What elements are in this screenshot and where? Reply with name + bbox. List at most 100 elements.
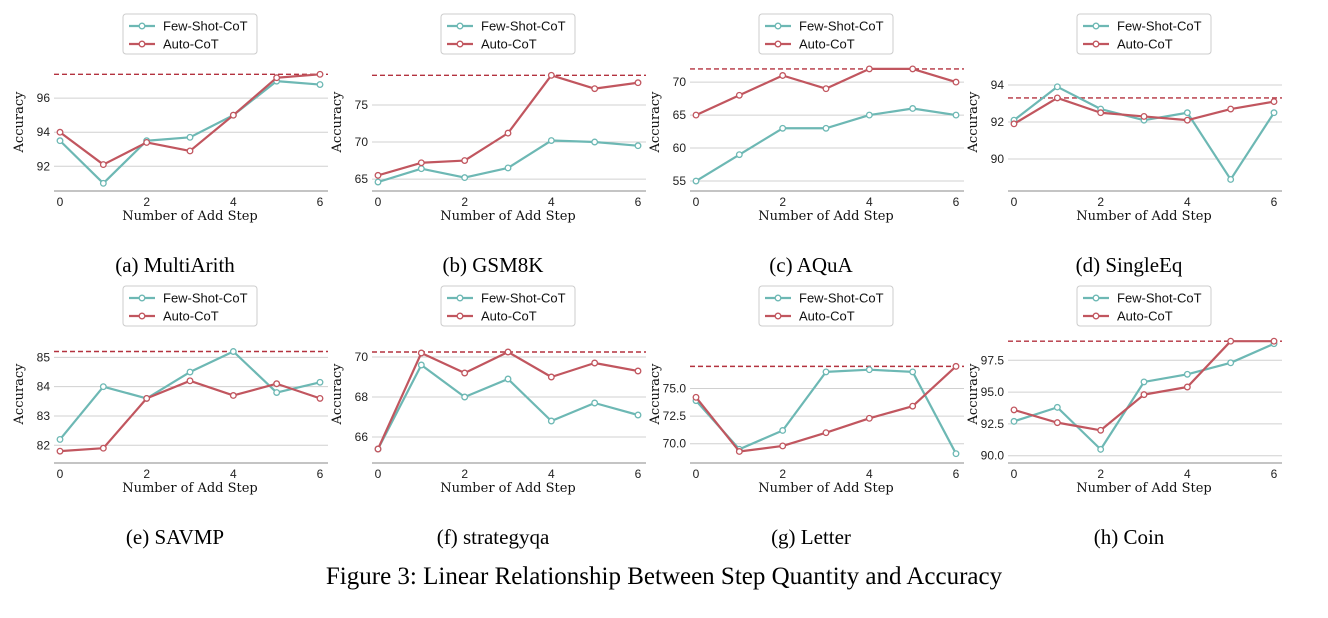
legend-label: Few-Shot-CoT — [481, 291, 566, 306]
y-tick-label: 94 — [37, 125, 51, 139]
y-tick-label: 60 — [673, 141, 687, 155]
data-point — [591, 85, 599, 93]
x-tick-label: 6 — [317, 195, 324, 209]
x-tick-label: 2 — [143, 195, 150, 209]
y-tick-label: 90.0 — [981, 449, 1005, 463]
legend-label: Few-Shot-CoT — [799, 19, 884, 34]
legend-label: Auto-CoT — [799, 37, 855, 52]
data-point — [56, 137, 64, 145]
data-point — [692, 393, 700, 401]
chart-panels: 92 94 96 0 2 4 6 Number of Add Step Accuracy Few-… — [12, 13, 1282, 549]
legend-marker — [456, 294, 464, 302]
data-point — [56, 435, 64, 443]
legend-marker — [774, 22, 782, 30]
legend-box — [758, 285, 894, 327]
x-tick-label: 4 — [230, 467, 237, 481]
legend-marker — [1092, 294, 1100, 302]
y-tick-label: 65 — [673, 108, 687, 122]
legend-label: Auto-CoT — [799, 309, 855, 324]
data-point — [186, 377, 194, 385]
x-tick-label: 4 — [548, 467, 555, 481]
data-point — [547, 71, 555, 79]
data-point — [99, 161, 107, 169]
data-point — [56, 128, 64, 136]
series-line — [695, 107, 957, 182]
data-point — [1053, 83, 1061, 91]
data-point — [1053, 94, 1061, 102]
legend-marker — [774, 40, 782, 48]
data-point — [1183, 370, 1191, 378]
data-point — [865, 111, 873, 119]
y-tick-label: 70 — [355, 350, 369, 364]
y-tick-label: 70 — [673, 75, 687, 89]
data-point — [461, 393, 469, 401]
data-point — [952, 78, 960, 86]
subfigure-caption: (c) AQuA — [769, 253, 853, 277]
x-axis-label: Number of Add Step — [758, 209, 894, 224]
legend-label: Few-Shot-CoT — [163, 19, 248, 34]
y-tick-label: 92.5 — [981, 417, 1005, 431]
data-point — [186, 133, 194, 141]
legend-label: Auto-CoT — [481, 309, 537, 324]
legend-label: Auto-CoT — [1117, 37, 1173, 52]
x-tick-label: 6 — [953, 467, 960, 481]
data-point — [1183, 116, 1191, 124]
data-point — [1053, 419, 1061, 427]
x-tick-label: 0 — [1011, 195, 1018, 209]
legend-marker — [456, 22, 464, 30]
data-point — [779, 124, 787, 132]
data-point — [1140, 378, 1148, 386]
y-tick-label: 65 — [355, 172, 369, 186]
data-point — [186, 147, 194, 155]
legend-label: Auto-CoT — [163, 309, 219, 324]
data-point — [316, 378, 324, 386]
data-point — [634, 411, 642, 419]
legend-label: Few-Shot-CoT — [481, 19, 566, 34]
chart-panel: 90 92 94 0 2 4 6 Number of Add Step Accuracy Few-… — [966, 13, 1282, 277]
y-tick-label: 70.0 — [663, 437, 687, 451]
x-tick-label: 2 — [1097, 467, 1104, 481]
data-point — [692, 177, 700, 185]
data-point — [273, 389, 281, 396]
x-tick-label: 6 — [317, 467, 324, 481]
y-tick-label: 85 — [37, 350, 51, 364]
x-tick-label: 2 — [461, 467, 468, 481]
legend-marker — [138, 22, 146, 30]
x-tick-label: 6 — [953, 195, 960, 209]
legend-box — [1076, 13, 1212, 55]
data-point — [417, 349, 425, 357]
x-tick-label: 4 — [1184, 195, 1191, 209]
x-tick-label: 0 — [57, 467, 64, 481]
legend-label: Auto-CoT — [1117, 309, 1173, 324]
data-point — [865, 414, 873, 422]
data-point — [417, 159, 425, 167]
y-axis-label: Accuracy — [648, 363, 663, 426]
series-line — [376, 350, 639, 450]
chart-panel: 90.0 92.5 95.0 97.5 0 2 4 6 Number of Add Step Ac… — [966, 285, 1282, 549]
data-point — [735, 151, 743, 159]
subfigure-caption: (g) Letter — [771, 525, 851, 549]
series-line — [1013, 340, 1274, 432]
data-point — [1097, 109, 1105, 117]
data-point — [461, 369, 469, 377]
x-tick-label: 4 — [548, 195, 555, 209]
data-point — [504, 375, 512, 383]
y-tick-label: 97.5 — [981, 353, 1005, 367]
legend-label: Auto-CoT — [163, 37, 219, 52]
y-tick-label: 84 — [37, 380, 51, 394]
data-point — [316, 394, 324, 402]
data-point — [417, 361, 425, 369]
data-point — [461, 157, 469, 164]
data-point — [779, 427, 787, 434]
data-point — [1227, 105, 1235, 113]
legend-marker — [774, 294, 782, 302]
y-axis-label: Accuracy — [966, 363, 981, 426]
x-tick-label: 0 — [693, 195, 700, 209]
data-point — [591, 399, 599, 407]
x-tick-label: 6 — [635, 195, 642, 209]
x-tick-label: 4 — [866, 195, 873, 209]
chart-panel: 66 68 70 0 2 4 6 Number of Add Step Accuracy Few-… — [330, 285, 646, 549]
y-tick-label: 82 — [37, 438, 51, 452]
data-point — [822, 368, 830, 376]
